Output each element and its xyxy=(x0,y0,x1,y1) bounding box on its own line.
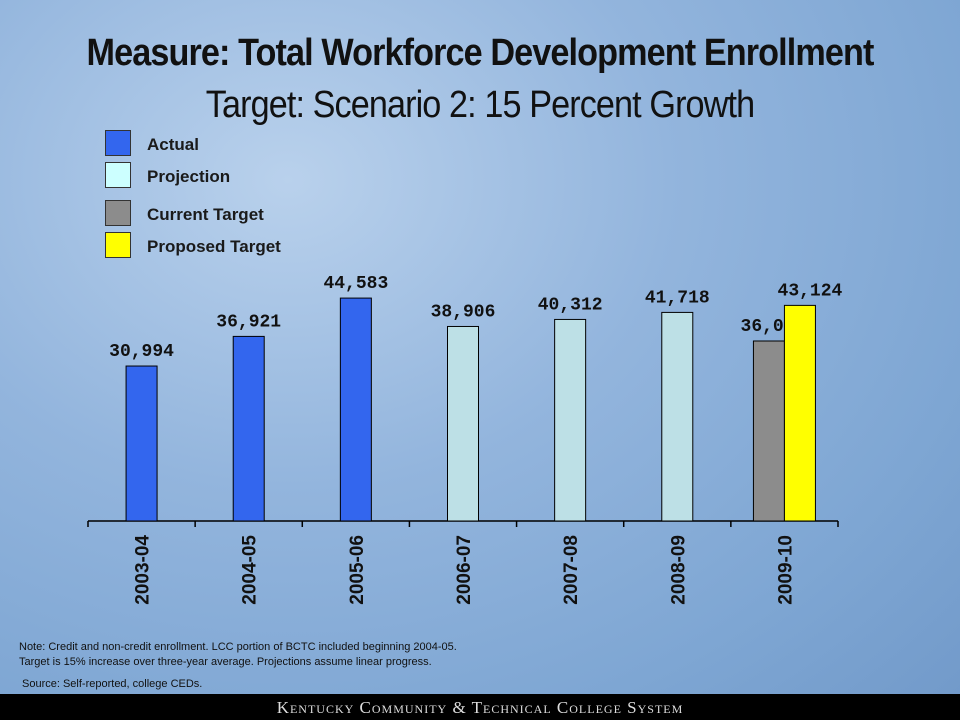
data-label: 43,124 xyxy=(778,281,843,301)
bar-proposed-target xyxy=(783,304,816,522)
chart-title: Measure: Total Workforce Development Enr… xyxy=(86,32,875,74)
legend-label-current-target: Current Target xyxy=(147,205,264,224)
legend-item-proposed-target: Proposed Target xyxy=(105,232,365,260)
x-tick-label: 2008-09 xyxy=(668,535,689,605)
bar-actual xyxy=(339,297,372,522)
data-label: 41,718 xyxy=(645,288,710,308)
note-line-2: Target is 15% increase over three-year a… xyxy=(19,656,432,668)
source-note: Source: Self-reported, college CEDs. xyxy=(22,678,203,690)
legend-label-proposed-target: Proposed Target xyxy=(147,237,281,256)
legend-item-current-target: Current Target xyxy=(105,200,365,228)
legend-label-actual: Actual xyxy=(147,135,199,154)
bar-actual xyxy=(125,365,158,522)
data-label: 38,906 xyxy=(431,302,496,322)
legend-swatch-projection xyxy=(105,162,131,188)
data-label: 36,921 xyxy=(216,312,281,332)
bar-projection xyxy=(447,325,479,522)
x-tick-label: 2005-06 xyxy=(347,535,368,605)
x-tick-label: 2007-08 xyxy=(561,535,582,605)
x-tick-label: 2003-04 xyxy=(133,535,154,605)
footer-text: Kentucky Community & Technical College S… xyxy=(276,698,684,717)
bar-current-target xyxy=(752,340,785,522)
data-label: 40,312 xyxy=(538,295,603,315)
bar-projection xyxy=(661,311,694,522)
data-label: 44,583 xyxy=(323,274,388,294)
data-label: 30,994 xyxy=(109,342,174,362)
legend-swatch-current-target xyxy=(105,200,131,226)
legend-swatch-proposed-target xyxy=(105,232,131,258)
chart-subtitle: Target: Scenario 2: 15 Percent Growth xyxy=(205,84,755,126)
legend-label-projection: Projection xyxy=(147,167,231,186)
bar-actual xyxy=(232,335,265,522)
x-tick-label: 2006-07 xyxy=(454,535,475,605)
x-tick-label: 2004-05 xyxy=(240,535,261,605)
footer-bar: Kentucky Community & Technical College S… xyxy=(0,694,960,720)
note-line-1: Note: Credit and non-credit enrollment. … xyxy=(19,641,457,653)
legend-item-actual: Actual xyxy=(105,130,365,158)
legend-swatch-actual xyxy=(105,130,131,156)
x-tick-label: 2009-10 xyxy=(775,535,796,605)
bar-projection xyxy=(554,318,587,522)
legend-item-projection: Projection xyxy=(105,162,365,190)
bar-chart: 30,994 2003-04 36,921 2004-05 44,583 2005-06 3… xyxy=(87,274,843,605)
